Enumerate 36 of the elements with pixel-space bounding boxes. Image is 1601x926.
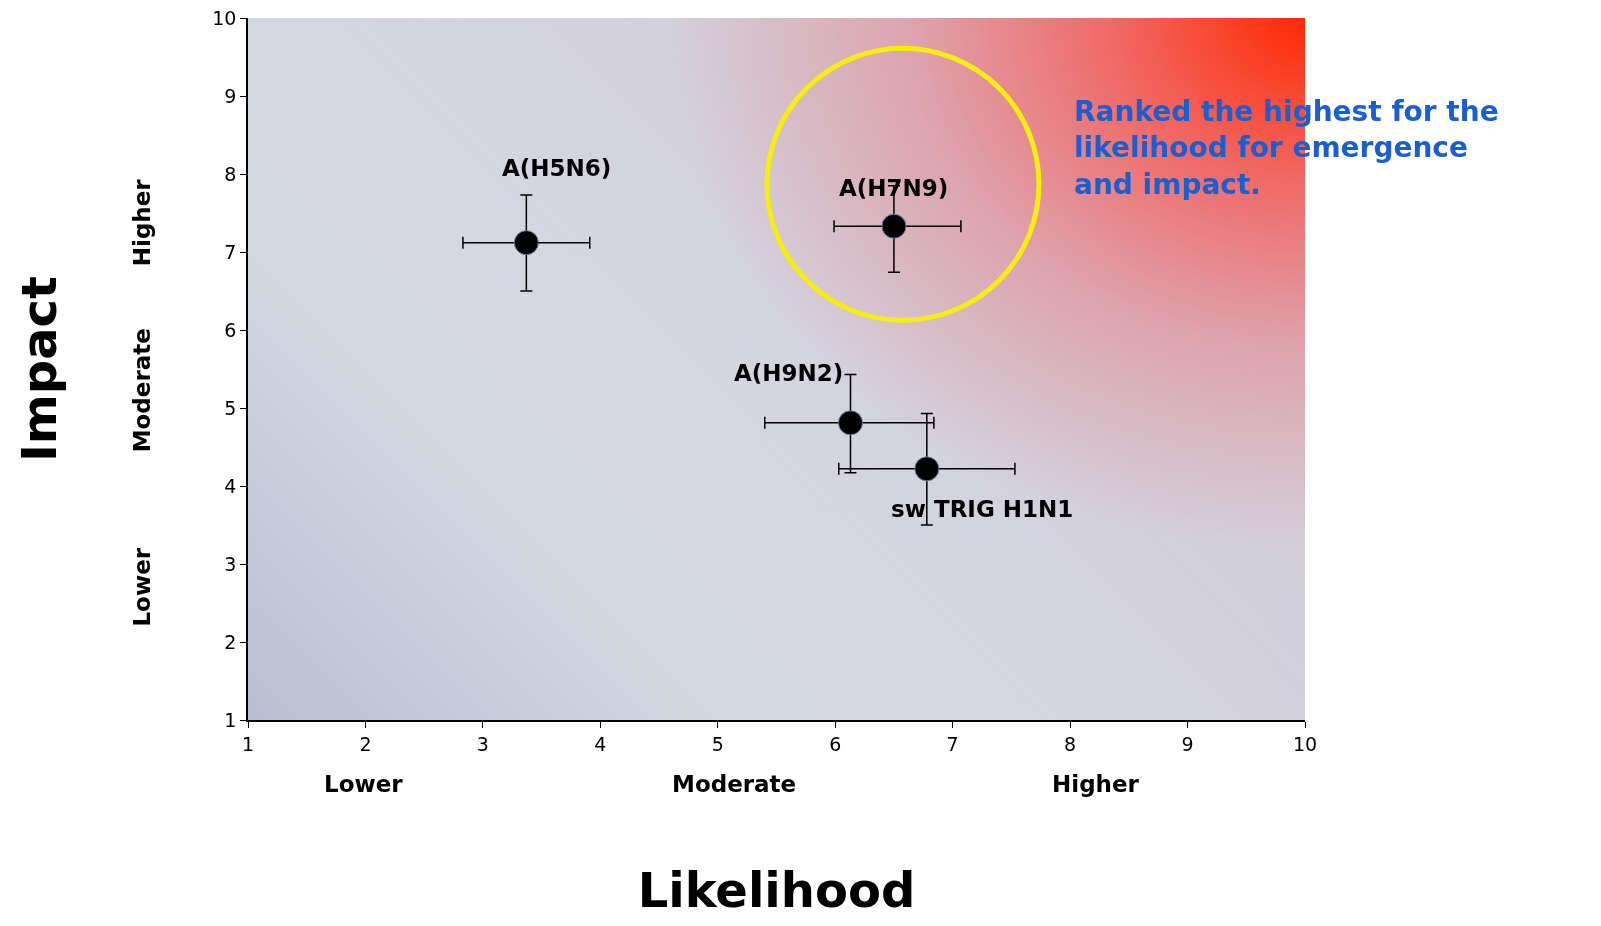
- y-tick-label: 9: [224, 84, 237, 107]
- series-label: A(H9N2): [734, 360, 844, 386]
- text: Lower: [324, 771, 404, 797]
- x-tick-label: 7: [946, 732, 959, 755]
- y-tick-label: 4: [224, 474, 237, 497]
- x-tick-label: 9: [1181, 732, 1194, 755]
- y-tick-label: 8: [224, 162, 237, 185]
- text: Higher: [1052, 771, 1140, 797]
- point: [838, 410, 863, 436]
- y-tick-label: 5: [224, 396, 237, 419]
- y-tick-label: 6: [224, 318, 237, 341]
- series-label: sw TRIG H1N1: [891, 496, 1074, 522]
- text: Moderate: [672, 771, 797, 797]
- text: A(H5N6): [502, 155, 612, 181]
- y-tick-label: 1: [224, 708, 237, 731]
- y-tick-label: 3: [224, 552, 237, 575]
- text: Moderate: [129, 328, 156, 453]
- text: Lower: [129, 547, 156, 627]
- point: [513, 230, 539, 256]
- point: [914, 456, 940, 482]
- x-tick-label: 5: [711, 732, 724, 755]
- text: Higher: [129, 178, 156, 267]
- y-tick-label: 10: [212, 6, 237, 29]
- series-label: A(H7N9): [839, 175, 949, 201]
- x-tick-label: 4: [594, 732, 607, 755]
- y-tick-label: 2: [224, 630, 237, 653]
- y-axis-title: Impact: [11, 275, 68, 463]
- x-tick-label: 1: [241, 732, 255, 755]
- x-tick-label: 10: [1292, 732, 1318, 755]
- x-tick-label: 3: [476, 732, 489, 755]
- x-tick-label: 6: [829, 732, 842, 755]
- x-axis-title: Likelihood: [637, 862, 916, 919]
- x-tick-label: 8: [1064, 732, 1077, 755]
- x-tick-label: 2: [359, 732, 372, 755]
- point: [881, 213, 907, 239]
- y-tick-label: 7: [224, 240, 237, 263]
